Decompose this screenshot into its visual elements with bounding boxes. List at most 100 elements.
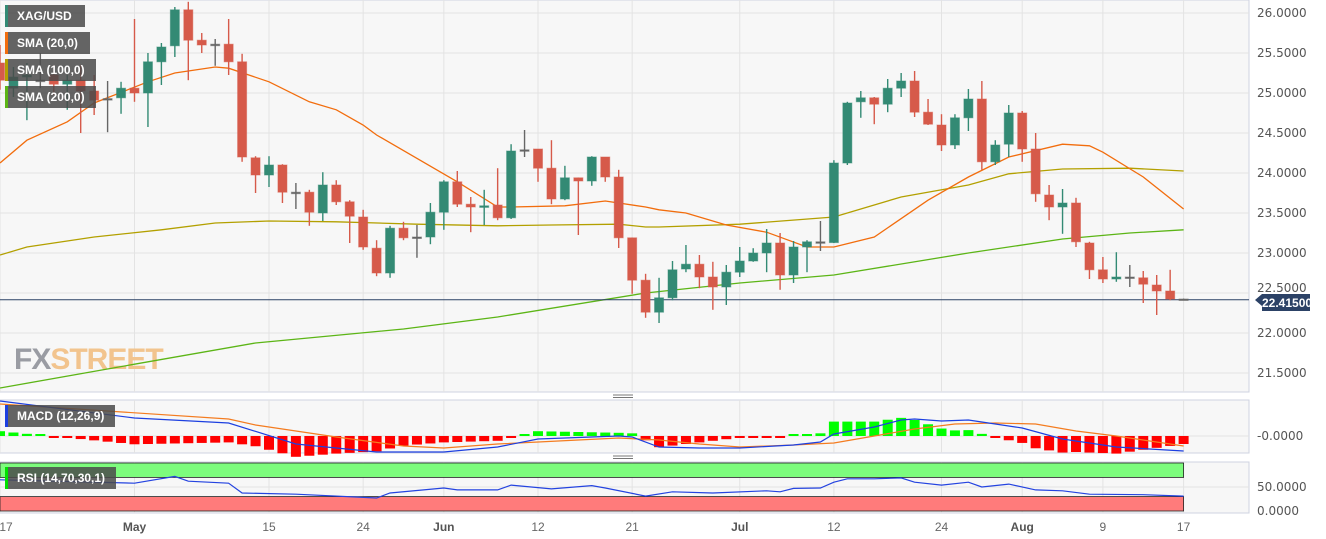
macd-histogram-bar [721,436,732,440]
candle [1165,269,1176,301]
watermark-street: STREET [50,343,163,376]
candle [290,183,301,209]
pane-resize-handle[interactable] [613,455,633,459]
last-price-label: 22.41500 [1255,294,1312,311]
macd-histogram-bar [425,436,436,444]
legend-label: SMA (200,0) [17,90,85,104]
macd-histogram-bar [613,432,624,436]
macd-signal-line [0,403,1184,449]
candle [1044,185,1055,221]
macd-histogram-bar [250,436,261,447]
candle-body [371,247,382,274]
candle-body [1097,269,1108,280]
macd-histogram-bar [842,421,853,436]
macd-histogram-bar [694,436,705,443]
candle-body [223,43,234,63]
watermark-fx: FX [14,343,51,376]
candle [654,277,665,323]
date-tick-label: 24 [935,520,949,534]
price-tick-label: 25.5000 [1257,46,1307,60]
legend-box [5,405,115,427]
candle [842,101,853,165]
candle-body [949,117,960,146]
rsi-legend[interactable]: RSI (14,70,30,1) [5,467,116,489]
macd-histogram-bar [976,433,987,436]
macd-line [0,400,1184,453]
legend-color-swatch [5,467,8,489]
candle-body [1044,194,1055,208]
macd-histogram-bar [519,434,530,436]
candle [183,1,194,81]
macd-legend[interactable]: MACD (12,26,9) [5,405,115,427]
candle-body [1124,276,1135,279]
candle [667,261,678,301]
legend-label: SMA (100,0) [17,63,85,77]
candle [573,177,584,235]
legend-color-swatch [5,86,8,108]
macd-histogram-bar [169,436,180,444]
price-tick-label: 24.5000 [1257,126,1307,140]
candle-body [1111,276,1122,280]
date-tick-label: 9 [1100,520,1107,534]
date-tick-label: Aug [1011,520,1034,534]
macd-histogram-bar [89,436,100,441]
legend-item[interactable]: SMA (100,0) [5,59,96,81]
candle-body [1178,298,1189,301]
candle-body [129,87,140,94]
macd-histogram-bar [452,436,463,442]
candle [802,240,812,273]
candle [156,43,167,85]
legend-box [5,5,85,27]
candle-body [277,164,288,193]
legend-box [5,32,90,54]
candle [116,81,127,114]
sma-20-line [0,66,1185,248]
macd-pane[interactable] [0,399,1250,454]
macd-histogram-bar [1124,436,1135,452]
candle-body [734,260,745,273]
candle [196,33,207,53]
macd-histogram-bar [1030,436,1041,449]
candle [129,19,140,102]
legend-label: SMA (20,0) [17,36,78,50]
macd-histogram-bar [680,436,691,444]
candle [546,140,557,205]
macd-histogram-bar [116,436,127,443]
candle [640,273,651,318]
pane-resize-handle[interactable] [613,394,633,398]
candle-body [237,61,248,158]
candle-body [936,124,947,146]
date-tick-label: 17 [0,520,13,534]
candle-body [331,184,342,203]
macd-histogram-bar [923,424,934,436]
candle [586,156,597,186]
candle [1017,111,1028,162]
candle [169,7,180,57]
macd-histogram-bar [358,436,369,453]
rsi-plot [0,475,1184,499]
legend-item[interactable]: SMA (200,0) [5,86,96,108]
candle [371,240,382,277]
candle [277,164,288,203]
legend-item[interactable]: SMA (20,0) [5,32,90,54]
rsi-bands [0,462,1184,512]
main-pane[interactable] [0,0,1250,393]
macd-histogram-bar [559,431,570,436]
macd-histogram-bar [411,436,422,445]
candle [976,81,987,170]
candle [425,203,436,245]
price-tick-label: 23.5000 [1257,206,1307,220]
candle [237,53,248,162]
macd-tick-label: -0.0000 [1257,429,1303,443]
macd-histogram-bar [210,436,221,443]
candle-body [304,191,315,213]
candle [1084,241,1095,279]
legend-item[interactable]: XAG/USD [5,5,85,27]
candles [0,1,1189,323]
candle [923,99,934,125]
macd-histogram-bar [586,432,597,436]
candle-body [492,204,503,219]
candle-body [264,164,274,176]
candle-body [882,87,893,105]
